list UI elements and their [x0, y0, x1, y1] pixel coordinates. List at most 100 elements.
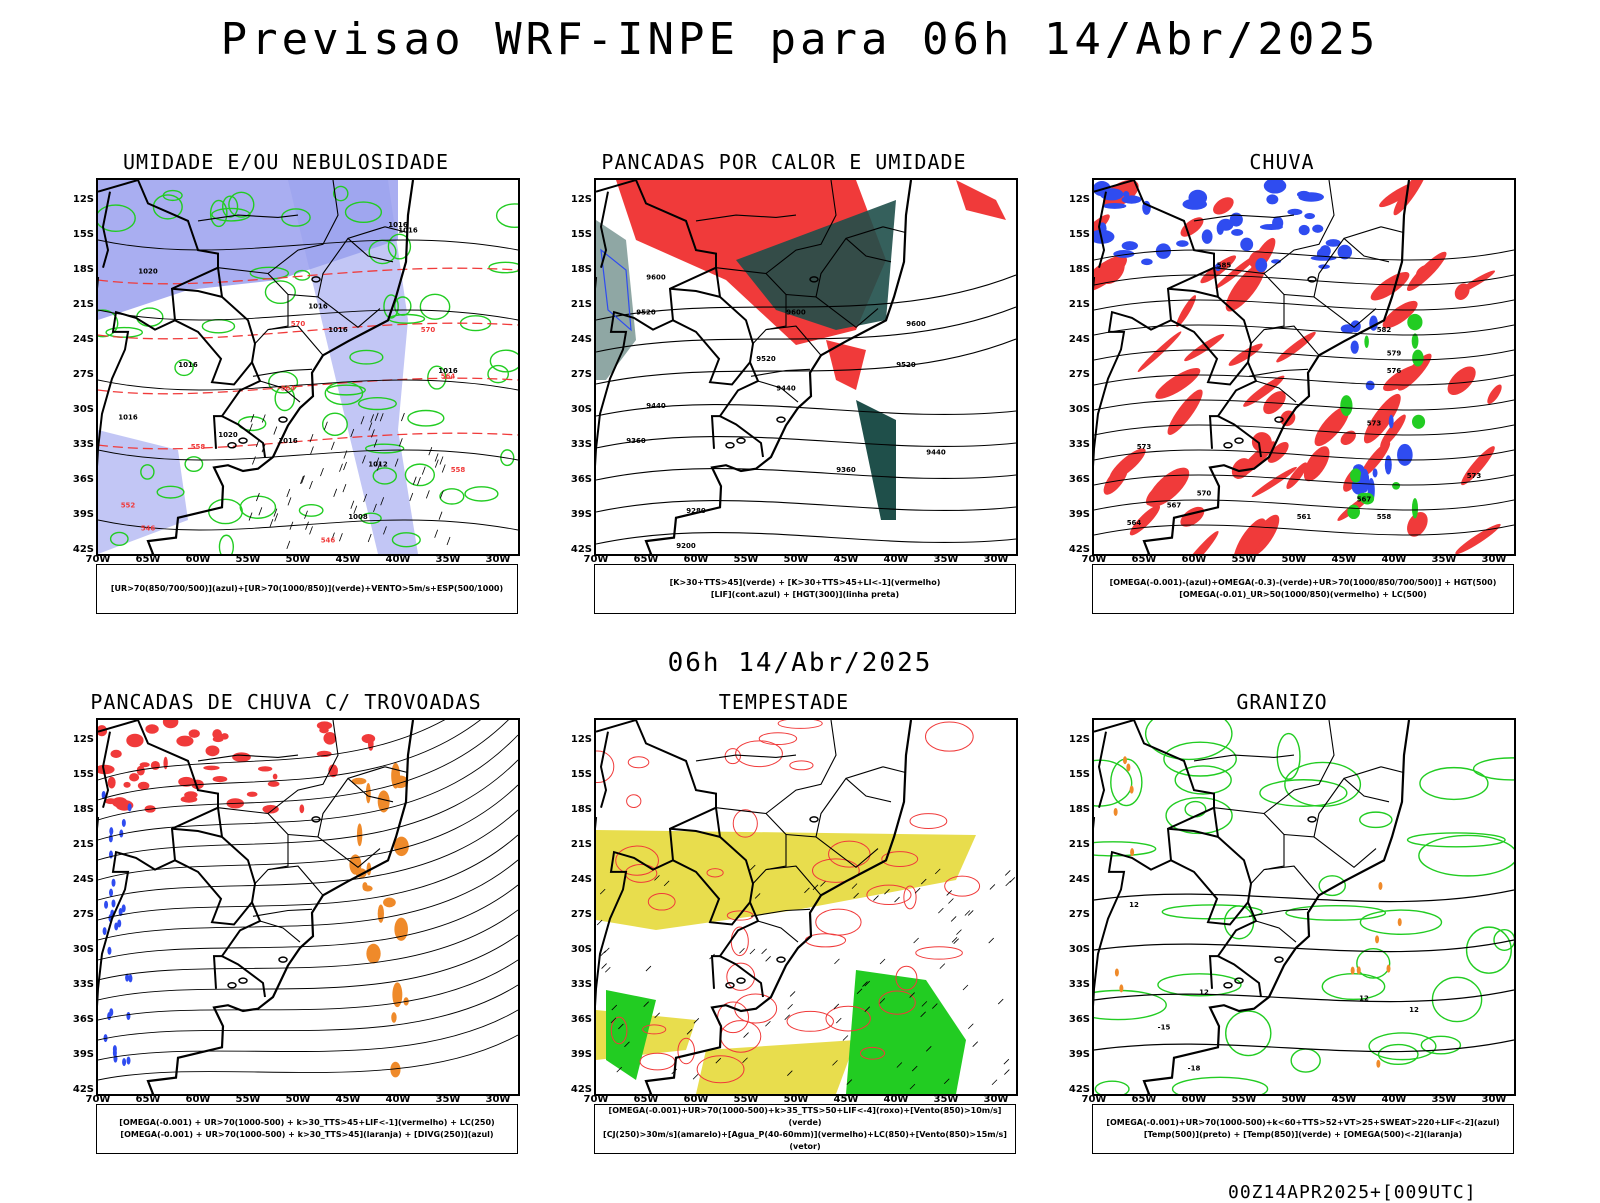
low-level-humidity-contour	[239, 495, 277, 519]
latitude-tick-label: 15S	[570, 229, 592, 240]
forecast-map: 585 582 579 576 573 573 573 570 567 567 564 561 558	[1092, 178, 1516, 556]
lake	[311, 276, 321, 283]
thickness-contour	[98, 432, 518, 450]
state-border	[1248, 368, 1309, 377]
latitude-tick-label: 33S	[72, 979, 94, 990]
wind-vector	[596, 919, 603, 926]
country-border	[174, 859, 253, 926]
temp850-contour	[1418, 834, 1514, 877]
state-border	[259, 920, 301, 943]
state-border	[785, 766, 884, 838]
longitude-tick-label: 60W	[683, 1094, 709, 1105]
temp850-contour	[1377, 1043, 1419, 1066]
contour-label: 12	[1359, 995, 1369, 1003]
divergence-area	[126, 1011, 131, 1020]
omega-area	[1121, 195, 1142, 204]
lake	[227, 442, 237, 449]
precipitable-water-contour	[859, 1046, 886, 1060]
temp850-contour	[1163, 741, 1237, 777]
state-border	[267, 865, 324, 896]
wind-vector	[289, 521, 294, 530]
omega-area	[1287, 208, 1303, 216]
latitude-tick-label: 33S	[1068, 979, 1090, 990]
geopotential-height-contour	[596, 467, 1016, 481]
legend-line: [K>30+TTS>45](verde) + [K>30+TTS>45+LI<-…	[669, 578, 941, 587]
shower-area	[392, 775, 409, 789]
coastline	[146, 720, 415, 1094]
lake	[809, 816, 819, 823]
state-border	[1263, 325, 1320, 356]
low-level-humidity-contour	[383, 294, 399, 319]
temp850-contour	[1144, 720, 1233, 761]
contour-label: 1016	[328, 326, 348, 334]
state-border	[287, 766, 386, 838]
wind-vector	[834, 958, 840, 965]
thunderstorm-area	[246, 791, 258, 797]
thunderstorm-area	[212, 775, 228, 783]
temp850-contour	[1359, 811, 1393, 829]
wind-vector	[692, 1073, 699, 1080]
thunderstorm-area	[180, 795, 198, 803]
wind-vector	[946, 890, 952, 896]
thunderstorm-area	[328, 764, 338, 778]
state-border	[317, 296, 381, 329]
shower-area	[356, 823, 363, 847]
temp850-contour	[1356, 947, 1391, 979]
longitude-tick-label: 35W	[1431, 1094, 1457, 1105]
low-level-humidity-contour	[393, 296, 412, 316]
pressure-isobar	[98, 519, 518, 531]
wind-vector	[301, 475, 305, 484]
coastline	[1142, 180, 1411, 554]
wind-vector	[333, 488, 338, 497]
wind-vector	[943, 1078, 950, 1085]
state-border	[217, 267, 289, 344]
latitude-tick-label: 42S	[570, 1084, 592, 1095]
country-border	[596, 180, 717, 268]
shower-area	[362, 882, 368, 891]
panel-legend: [OMEGA(-0.001)+UR>70(1000-500)+k>35_TTS>…	[594, 1104, 1016, 1154]
contour-label: 9520	[896, 361, 916, 369]
country-border	[1167, 827, 1219, 838]
temp850-contour	[1419, 766, 1489, 801]
latitude-tick-label: 21S	[570, 299, 592, 310]
wind-vector	[742, 1057, 748, 1064]
wind-vector	[832, 1060, 838, 1066]
streamline	[98, 959, 518, 1021]
longitude-tick-label: 45W	[1331, 1094, 1357, 1105]
shower-area	[391, 1012, 397, 1023]
legend-line: [OMEGA(-0.001) + UR>70(1000-500) + k>30_…	[119, 1118, 495, 1127]
thunderstorm-area	[162, 720, 179, 729]
wind-vector	[1004, 870, 1011, 876]
country-border	[98, 266, 219, 467]
legend-line: [UR>70(850/700/500)](azul)+[UR>70(1000/8…	[110, 584, 504, 593]
latitude-tick-label: 24S	[570, 334, 592, 345]
thunderstorm-area	[136, 765, 145, 776]
latitude-tick-label: 36S	[570, 1014, 592, 1025]
legend-line: [OMEGA(-0.001)+UR>70(1000-500)+k<60+TTS>…	[1106, 1118, 1500, 1127]
longitude-tick-label: 40W	[1381, 1094, 1407, 1105]
latitude-tick-label: 42S	[72, 1084, 94, 1095]
wind-vector	[864, 980, 871, 987]
thunderstorm-area	[203, 765, 220, 771]
wind-vector	[1004, 1069, 1010, 1075]
shower-area	[383, 897, 396, 908]
low-level-humidity-contour	[488, 261, 518, 274]
rain-area	[1184, 333, 1225, 362]
latitude-tick-label: 15S	[1068, 769, 1090, 780]
longitude-tick-label: 50W	[285, 554, 311, 565]
wind-vector	[754, 893, 761, 899]
coastline	[644, 720, 913, 1094]
main-title: Previsao WRF-INPE para 06h 14/Abr/2025	[220, 14, 1380, 65]
strong-omega-area	[1360, 468, 1370, 493]
wind-vector	[368, 422, 373, 431]
country-border	[672, 319, 751, 386]
hgt500-contour	[1094, 524, 1514, 536]
streamline	[98, 859, 518, 941]
legend-line: [OMEGA(-0.001) + UR>70(1000-500) + k>30_…	[120, 1130, 494, 1139]
omega-area	[1121, 241, 1138, 251]
lake	[725, 442, 735, 449]
contour-label: 576	[1387, 367, 1402, 375]
state-border	[785, 226, 884, 298]
omega-area	[1201, 229, 1213, 244]
contour-label: 564	[1127, 519, 1142, 527]
